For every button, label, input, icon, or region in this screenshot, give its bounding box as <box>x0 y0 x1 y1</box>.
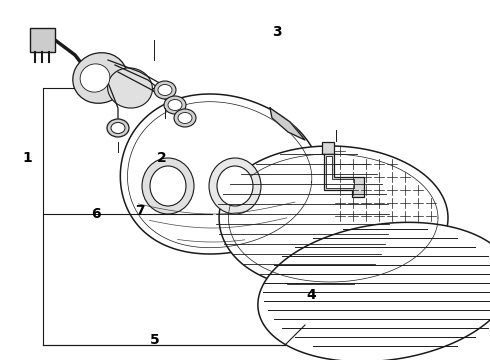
Ellipse shape <box>178 112 192 123</box>
Ellipse shape <box>164 96 186 114</box>
Text: 6: 6 <box>91 207 100 221</box>
Ellipse shape <box>158 85 172 95</box>
Text: 7: 7 <box>135 204 145 217</box>
Ellipse shape <box>80 64 110 92</box>
Ellipse shape <box>73 53 127 103</box>
Polygon shape <box>270 108 305 140</box>
Polygon shape <box>219 146 448 290</box>
Text: 1: 1 <box>22 152 32 165</box>
Ellipse shape <box>108 68 152 108</box>
Ellipse shape <box>168 99 182 111</box>
Ellipse shape <box>174 109 196 127</box>
Polygon shape <box>258 222 490 360</box>
Text: 3: 3 <box>272 26 282 39</box>
Text: 4: 4 <box>306 288 316 302</box>
Ellipse shape <box>142 158 194 214</box>
Text: 2: 2 <box>157 152 167 165</box>
Ellipse shape <box>107 119 129 137</box>
Ellipse shape <box>217 166 253 206</box>
Ellipse shape <box>111 122 125 134</box>
Polygon shape <box>322 142 364 197</box>
Ellipse shape <box>154 81 176 99</box>
Ellipse shape <box>209 158 261 214</box>
Polygon shape <box>121 94 320 254</box>
Polygon shape <box>30 28 55 52</box>
Polygon shape <box>326 156 354 188</box>
Ellipse shape <box>150 166 186 206</box>
Text: 5: 5 <box>149 333 159 347</box>
